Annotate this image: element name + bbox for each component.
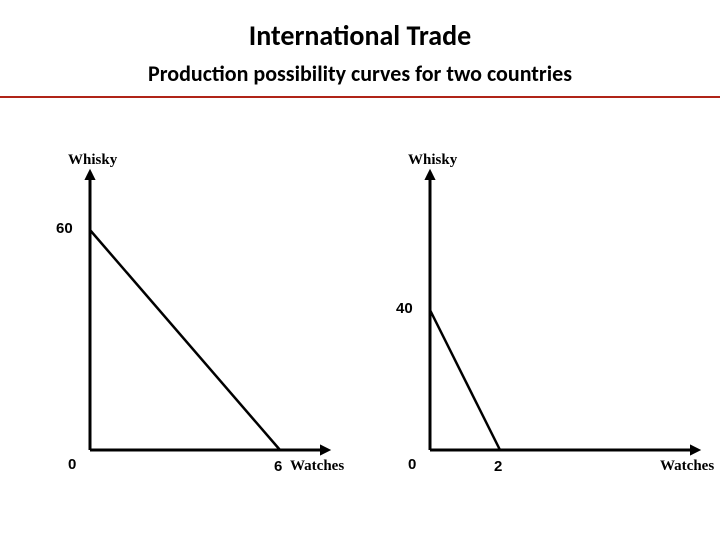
- ppc-chart-right: Whisky Watches 40 2 0: [370, 150, 710, 480]
- title-underline: [0, 96, 720, 98]
- slide: International Trade Production possibili…: [0, 0, 720, 540]
- origin-label: 0: [408, 456, 416, 473]
- x-tick-label: 2: [494, 458, 502, 475]
- origin-label: 0: [68, 456, 76, 473]
- ppc-chart-left-svg: [20, 150, 350, 480]
- x-axis-label: Watches: [660, 458, 714, 475]
- y-axis-label: Whisky: [68, 152, 117, 169]
- axes-group-left: [84, 169, 331, 456]
- x-axis-label: Watches: [290, 458, 344, 475]
- ppc-chart-right-svg: [370, 150, 710, 480]
- x-tick-label: 6: [274, 458, 282, 475]
- ppc-chart-left: Whisky Watches 60 6 0: [20, 150, 350, 480]
- y-axis-label: Whisky: [408, 152, 457, 169]
- y-tick-label: 60: [56, 220, 73, 237]
- y-tick-label: 40: [396, 300, 413, 317]
- slide-subtitle: Production possibility curves for two co…: [0, 60, 720, 87]
- slide-title: International Trade: [0, 18, 720, 53]
- axes-group-right: [424, 169, 701, 456]
